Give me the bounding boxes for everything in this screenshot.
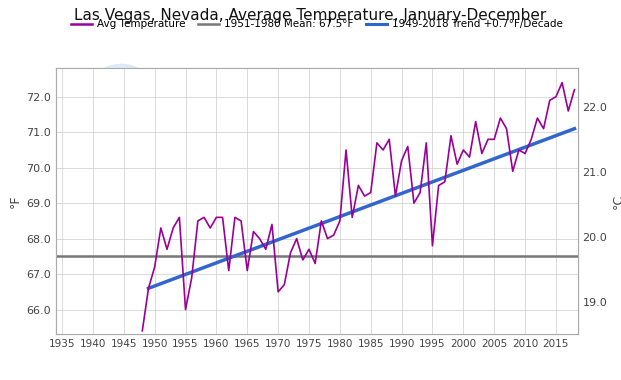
Text: NATIONAL OCEANIC: NATIONAL OCEANIC xyxy=(97,143,145,149)
Text: AND ATMOSPHERIC: AND ATMOSPHERIC xyxy=(97,153,145,158)
Legend: Avg Temperature, 1951-1980 Mean: 67.5°F, 1949-2018 Trend +0.7°F/Decade: Avg Temperature, 1951-1980 Mean: 67.5°F,… xyxy=(66,15,567,33)
Y-axis label: °F: °F xyxy=(9,195,22,208)
Y-axis label: °C: °C xyxy=(612,194,621,209)
Text: Las Vegas, Nevada, Average Temperature, January-December: Las Vegas, Nevada, Average Temperature, … xyxy=(75,8,546,22)
Circle shape xyxy=(86,79,156,164)
Text: NOAA: NOAA xyxy=(101,112,141,126)
Text: ADMINISTRATION: ADMINISTRATION xyxy=(100,163,142,168)
Circle shape xyxy=(75,65,168,179)
